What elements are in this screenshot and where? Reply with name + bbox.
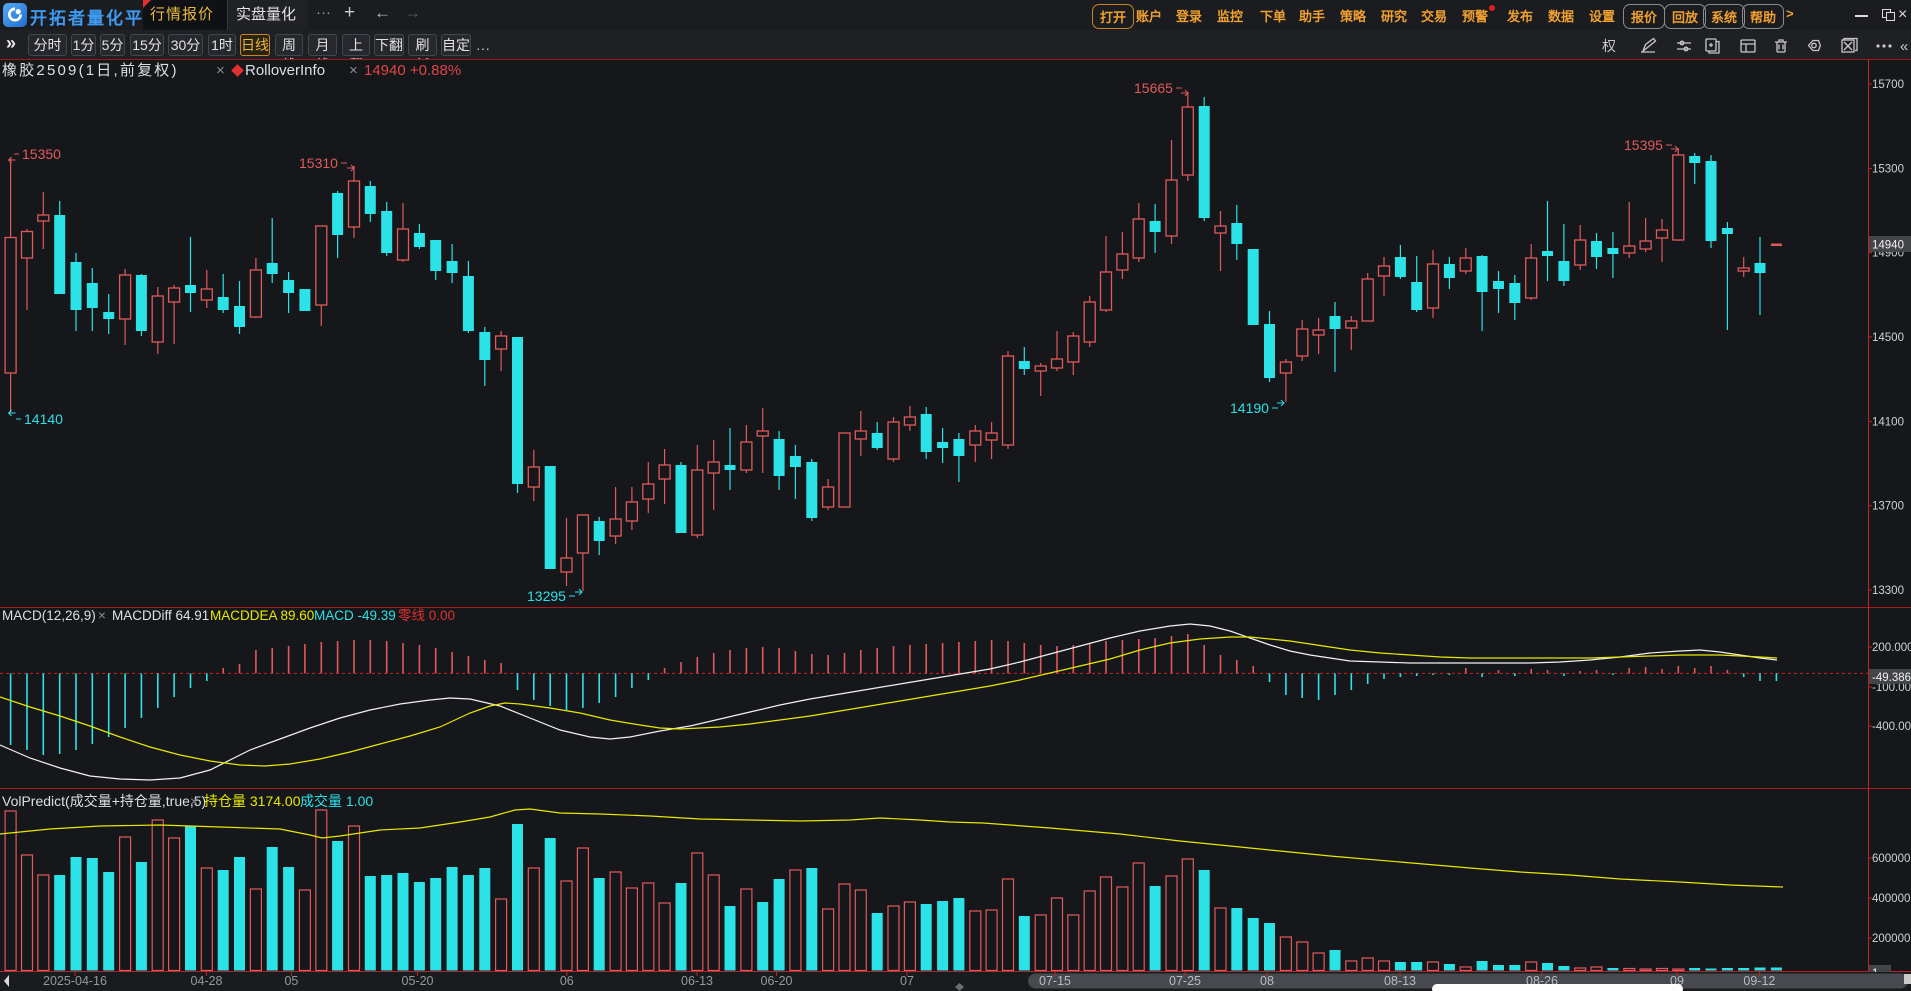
- svg-text:VolPredict(成交量+持仓量,true,5): VolPredict(成交量+持仓量,true,5): [2, 793, 206, 809]
- svg-text:09-12: 09-12: [1743, 974, 1775, 988]
- svg-text:×: ×: [190, 793, 198, 809]
- svg-text:14140: 14140: [24, 411, 63, 427]
- svg-text:-49.386: -49.386: [1872, 672, 1911, 684]
- svg-text:MACDDiff 64.91: MACDDiff 64.91: [112, 608, 209, 623]
- svg-text:200000: 200000: [1872, 933, 1910, 945]
- svg-text:600000: 600000: [1872, 853, 1910, 865]
- svg-text:15700: 15700: [1872, 79, 1904, 91]
- svg-text:×: ×: [98, 608, 106, 623]
- svg-text:«: «: [1900, 38, 1908, 55]
- svg-text:×: ×: [216, 62, 225, 79]
- svg-text:14500: 14500: [1872, 332, 1904, 344]
- svg-text:零线 0.00: 零线 0.00: [398, 608, 455, 623]
- svg-text:14190: 14190: [1230, 400, 1269, 416]
- svg-text:06-20: 06-20: [761, 974, 793, 988]
- svg-text:04-28: 04-28: [191, 974, 223, 988]
- svg-text:RolloverInfo: RolloverInfo: [245, 62, 325, 79]
- svg-text:06-13: 06-13: [681, 974, 713, 988]
- svg-text:MACD -49.39: MACD -49.39: [314, 608, 396, 623]
- svg-text:08-13: 08-13: [1384, 974, 1416, 988]
- svg-text:13295: 13295: [527, 588, 566, 604]
- svg-text:200.000: 200.000: [1872, 642, 1911, 654]
- svg-text:05-20: 05-20: [402, 974, 434, 988]
- svg-text:权: 权: [1602, 38, 1616, 54]
- svg-text:MACD(12,26,9): MACD(12,26,9): [2, 608, 96, 623]
- svg-text:400000: 400000: [1872, 893, 1910, 905]
- svg-text:-100.000: -100.000: [1872, 682, 1911, 694]
- svg-text:15665: 15665: [1134, 80, 1173, 96]
- svg-text:13700: 13700: [1872, 501, 1904, 513]
- svg-text:橡胶2509(1日,前复权): 橡胶2509(1日,前复权): [2, 61, 179, 79]
- svg-text:05: 05: [284, 974, 298, 988]
- svg-text:14940: 14940: [1872, 240, 1904, 252]
- svg-text:-400.000: -400.000: [1872, 721, 1911, 733]
- svg-text:07-25: 07-25: [1169, 974, 1201, 988]
- svg-text:13300: 13300: [1872, 585, 1904, 597]
- svg-text:MACDDEA 89.60: MACDDEA 89.60: [210, 608, 314, 623]
- svg-text:07: 07: [900, 974, 914, 988]
- svg-text:07-15: 07-15: [1039, 974, 1071, 988]
- svg-text:成交量 1.00: 成交量 1.00: [300, 793, 373, 809]
- svg-text:14940 +0.88%: 14940 +0.88%: [364, 62, 461, 79]
- svg-text:08: 08: [1260, 974, 1274, 988]
- svg-text:06: 06: [560, 974, 574, 988]
- svg-text:×: ×: [349, 62, 358, 79]
- svg-text:14100: 14100: [1872, 416, 1904, 428]
- svg-text:15395: 15395: [1624, 137, 1663, 153]
- svg-text:15310: 15310: [299, 155, 338, 171]
- svg-text:持仓量 3174.00: 持仓量 3174.00: [204, 793, 301, 809]
- svg-text:15350: 15350: [22, 146, 61, 162]
- svg-text:15300: 15300: [1872, 163, 1904, 175]
- svg-text:2025-04-16: 2025-04-16: [43, 974, 107, 988]
